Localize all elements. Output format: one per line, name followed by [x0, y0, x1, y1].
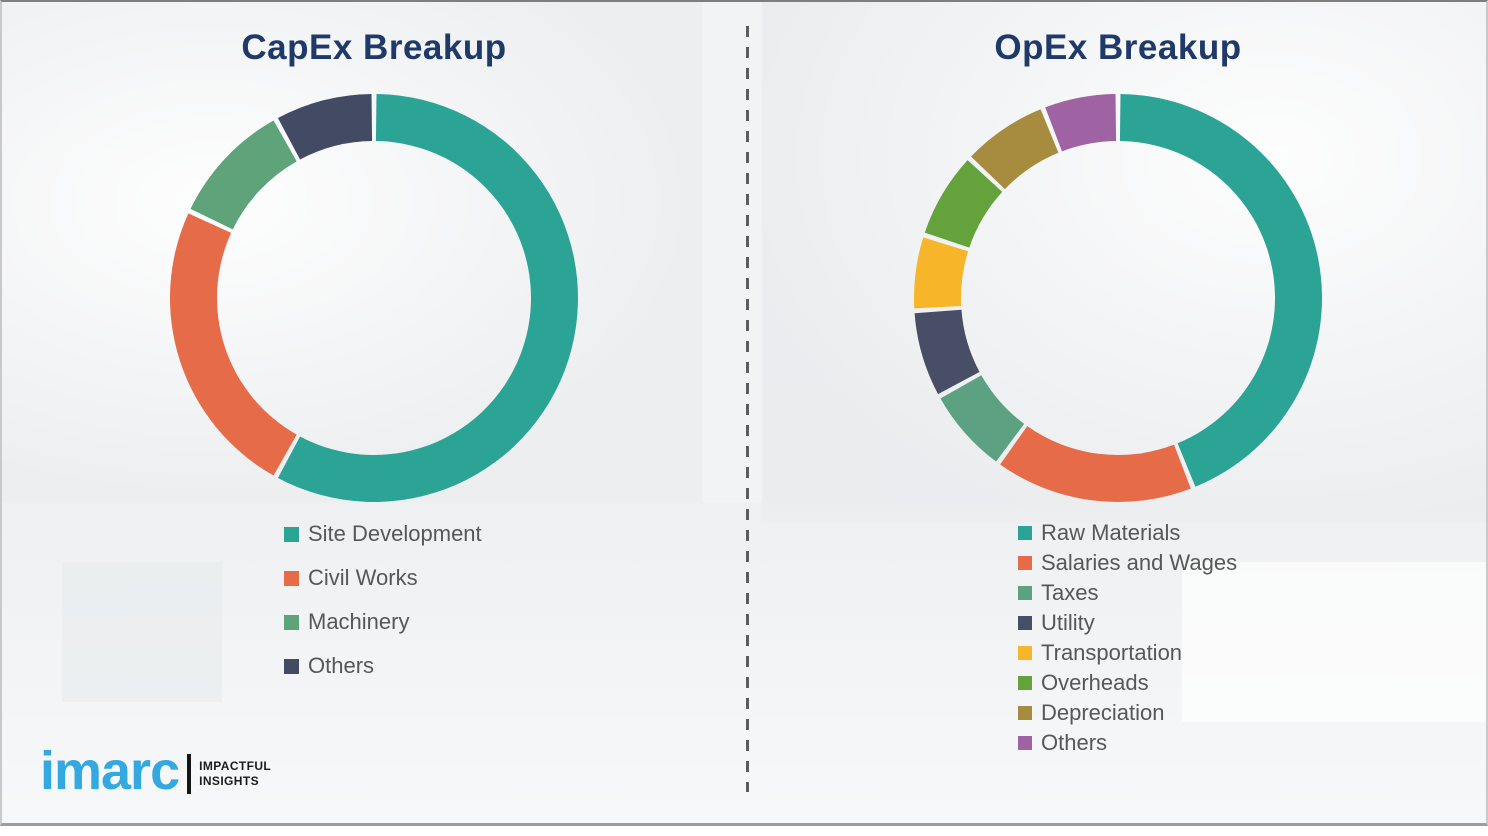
legend-swatch [284, 614, 299, 630]
donut-segment [914, 309, 980, 395]
imarc-tagline-line1: IMPACTFUL [199, 759, 272, 774]
opex-legend: Raw Materials Salaries and Wages Taxes U… [1018, 518, 1237, 758]
legend-swatch [1018, 646, 1032, 660]
legend-item: Machinery [284, 600, 482, 644]
legend-label: Utility [1041, 610, 1095, 635]
legend-item: Others [1018, 728, 1237, 758]
donut-segment [914, 237, 969, 309]
opex-donut-chart [912, 92, 1324, 504]
legend-item: Site Development [284, 512, 482, 556]
capex-chart-title: CapEx Breakup [241, 28, 507, 67]
opex-chart-title: OpEx Breakup [994, 28, 1242, 67]
donut-segment [1000, 426, 1191, 502]
legend-item: Taxes [1018, 578, 1237, 608]
imarc-logo-text: imarc [40, 740, 180, 801]
legend-label: Civil Works [308, 565, 418, 590]
legend-label: Salaries and Wages [1041, 550, 1238, 575]
legend-swatch [1018, 526, 1032, 540]
legend-item: Utility [1018, 608, 1237, 638]
donut-segment [924, 160, 1003, 248]
legend-label: Overheads [1041, 670, 1149, 695]
donut-segment [1045, 94, 1117, 152]
legend-item: Raw Materials [1018, 518, 1237, 548]
legend-label: Others [308, 653, 375, 678]
legend-swatch [1018, 676, 1032, 690]
capex-legend: Site Development Civil Works Machinery O… [284, 512, 482, 688]
legend-item: Depreciation [1018, 698, 1237, 728]
donut-segment [170, 213, 297, 476]
legend-label: Depreciation [1041, 700, 1165, 725]
imarc-tagline-line2: INSIGHTS [199, 774, 259, 789]
donut-segment [971, 109, 1059, 190]
donut-segment [1119, 94, 1322, 487]
donut-segment [277, 94, 373, 160]
imarc-logo: imarc IMPACTFUL INSIGHTS [40, 740, 271, 801]
legend-swatch [1018, 616, 1032, 630]
legend-label: Site Development [308, 521, 482, 546]
donut-segment [940, 375, 1025, 462]
legend-swatch [1018, 586, 1032, 600]
opex-panel: OpEx Breakup Raw Materials Salaries and … [746, 2, 1486, 823]
legend-label: Others [1041, 730, 1108, 755]
legend-label: Raw Materials [1041, 520, 1181, 545]
legend-swatch [1018, 706, 1032, 720]
legend-swatch [1018, 556, 1032, 570]
legend-label: Taxes [1041, 580, 1099, 605]
vertical-dashed-divider [746, 26, 749, 792]
legend-swatch [284, 570, 299, 586]
donut-segment [190, 120, 297, 230]
legend-item: Overheads [1018, 668, 1237, 698]
logo-divider-bar [187, 754, 192, 795]
legend-label: Transportation [1041, 640, 1183, 665]
legend-item: Others [284, 644, 482, 688]
donut-segment [277, 94, 578, 502]
capex-donut-chart [168, 92, 580, 504]
capex-panel: CapEx Breakup Site Development Civil Wor… [2, 2, 746, 823]
imarc-tagline: IMPACTFUL INSIGHTS [199, 759, 271, 789]
legend-item: Salaries and Wages [1018, 548, 1237, 578]
legend-swatch [284, 658, 299, 674]
legend-label: Machinery [308, 609, 410, 634]
legend-swatch [1018, 736, 1032, 750]
legend-swatch [284, 526, 299, 542]
legend-item: Transportation [1018, 638, 1237, 668]
legend-item: Civil Works [284, 556, 482, 600]
